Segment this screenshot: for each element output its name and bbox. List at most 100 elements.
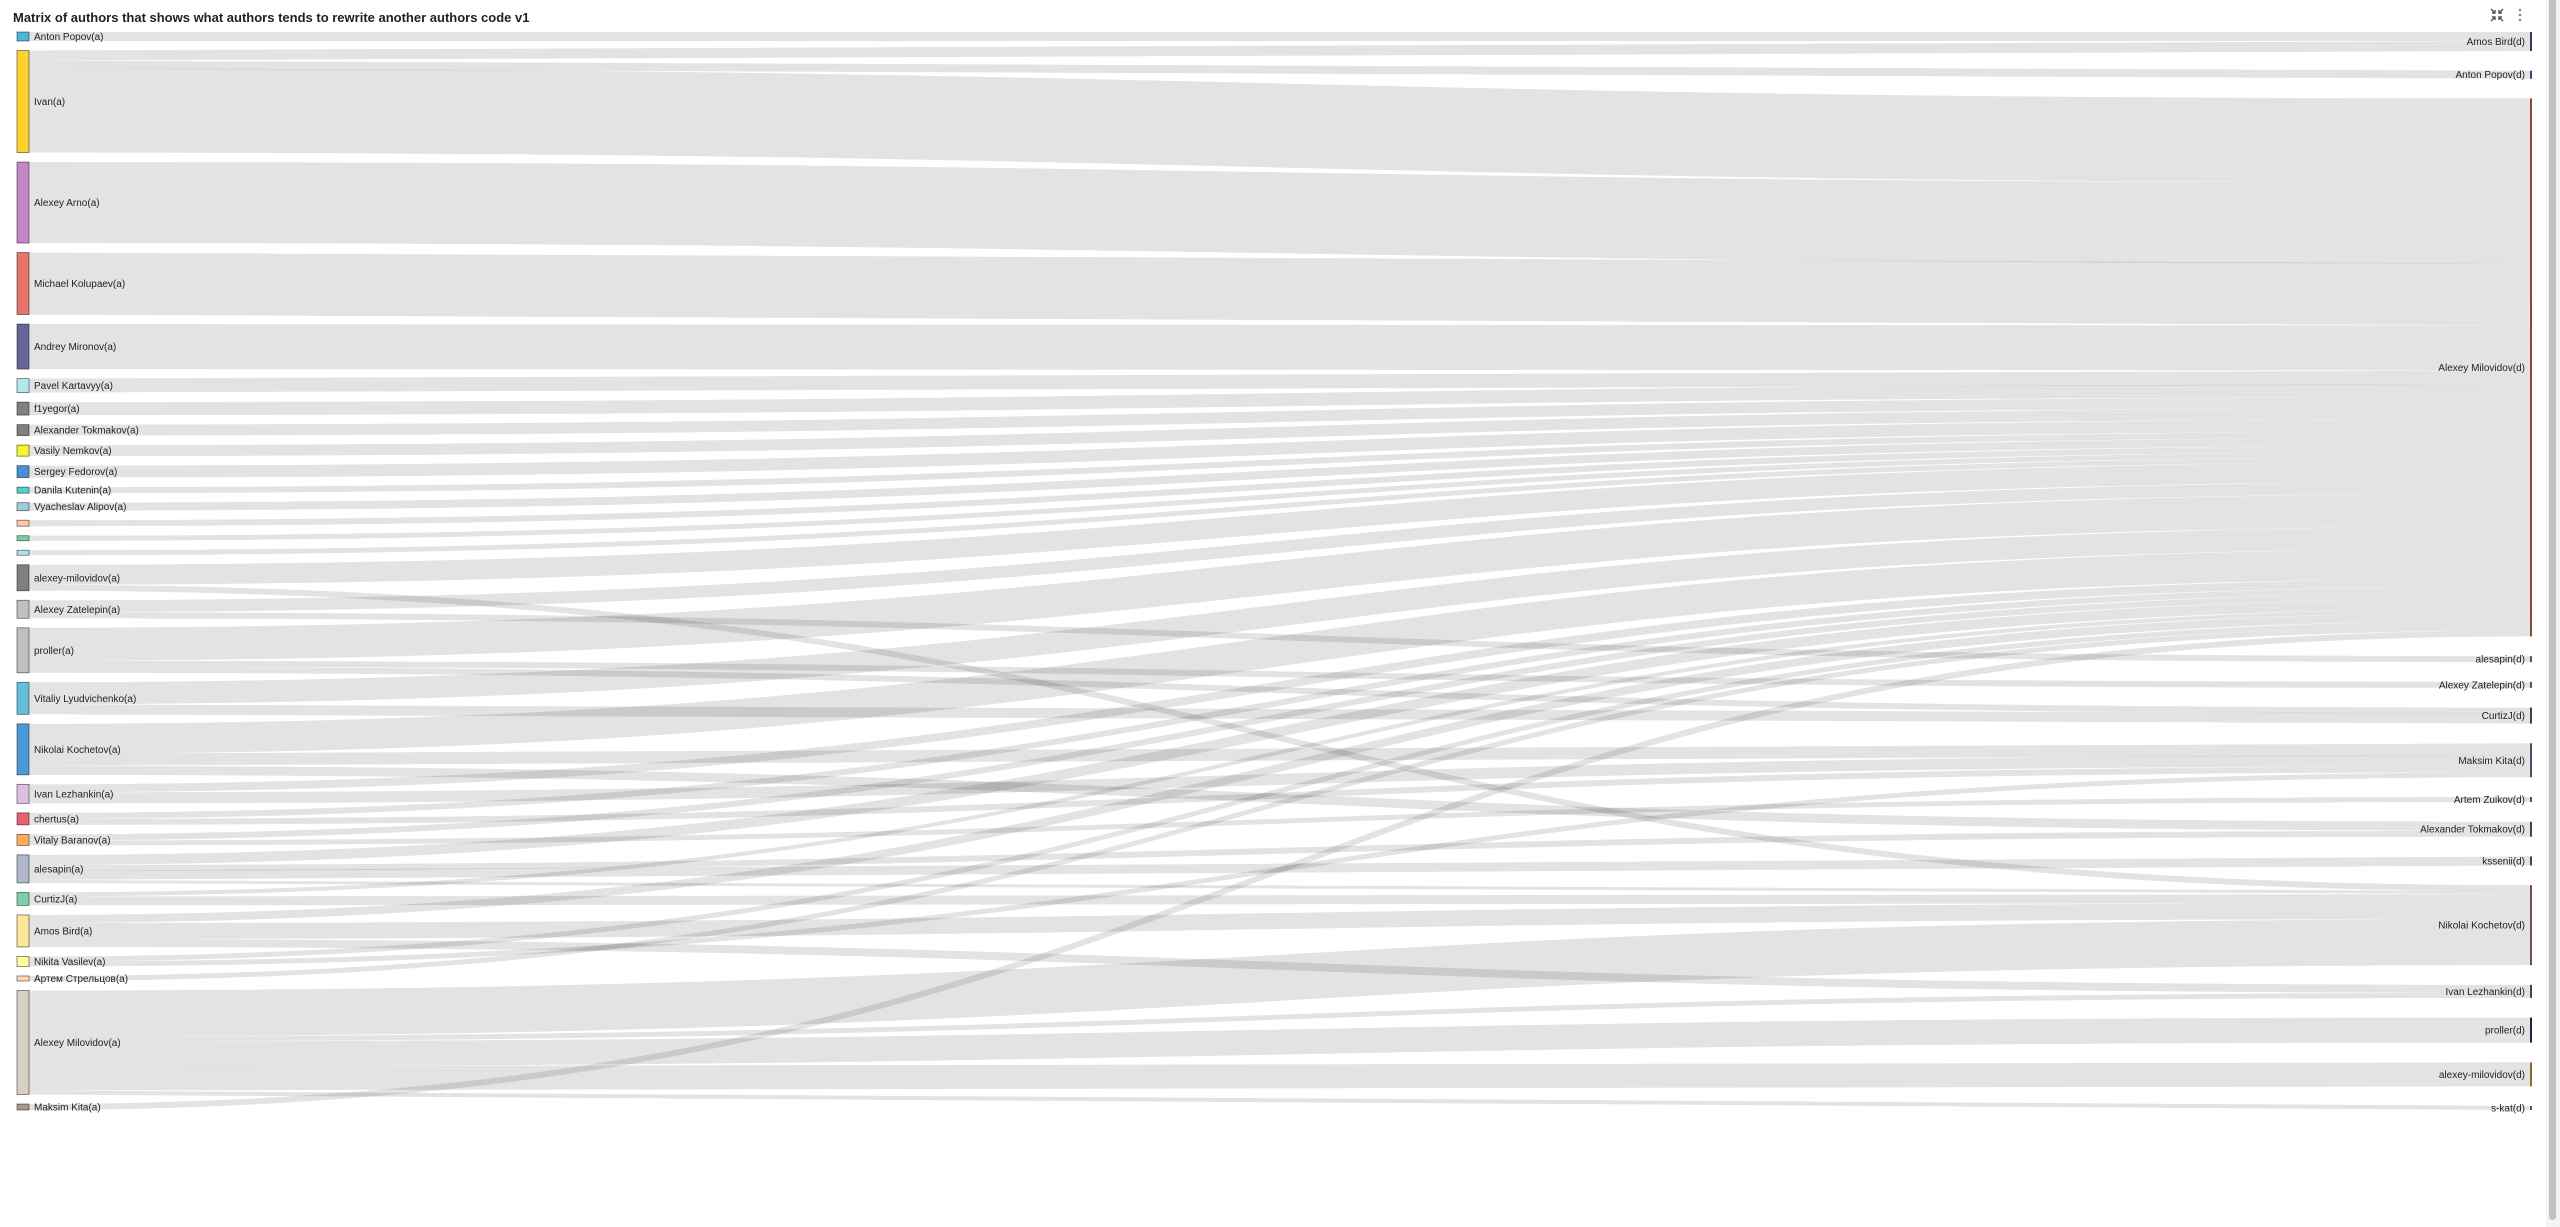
sankey-link-proller-a-to-curtizj-d[interactable]	[28, 666, 2531, 714]
target-node-s-kat-d[interactable]	[2530, 1106, 2532, 1110]
sankey-link-amos-bird-a-to-ivan-lezhankin-d[interactable]	[28, 938, 2531, 993]
sankey-link-alexey-milovidov-a-to-proller-d[interactable]	[28, 1017, 2531, 1067]
source-node-unlabeled[interactable]	[16, 519, 30, 527]
sankey-link-alexey-milovidov-a-to-nikolai-kochetov-d[interactable]	[28, 584, 2531, 892]
sankey-link-ivan-a-to-alexey-milovidov-d[interactable]	[28, 68, 2531, 183]
sankey-link-alexey-zatelepin-a-to-alesapin-d[interactable]	[28, 612, 2531, 663]
source-node-maksim-kita-a[interactable]	[16, 1103, 30, 1111]
source-node-proller-a[interactable]	[16, 627, 30, 674]
sankey-link-maksim-kita-a-to-alexey-milovidov-d[interactable]	[28, 630, 2531, 1110]
sankey-link-alexander-tokmakov-a-to-alexey-milovidov-d[interactable]	[28, 397, 2531, 436]
sankey-link-curtizj-a-to-alexey-milovidov-d[interactable]	[28, 608, 2531, 897]
source-node-alexander-tokmakov-a[interactable]	[16, 424, 30, 437]
target-node-alexey-milovidov-d[interactable]	[2530, 1062, 2532, 1087]
sankey-link-unlabeled-to-alexey-milovidov-d[interactable]	[28, 451, 2531, 541]
sankey-link-proller-a-to-alexey-zatelepin-d[interactable]	[28, 660, 2531, 688]
target-node-kssenii-d[interactable]	[2530, 856, 2532, 866]
sankey-link-vitaliy-lyudvichenko-a-to-alexey-milovidov-d[interactable]	[28, 526, 2531, 705]
sankey-link-ivan-a-to-amos-bird-d[interactable]	[28, 41, 2531, 61]
sankey-link-unlabeled-to-alexey-milovidov-d[interactable]	[28, 445, 2531, 527]
sankey-link-alexey-milovidov-a-to-s-kat-d[interactable]	[28, 1090, 2531, 1110]
source-node-alexey-milovidov-a[interactable]	[16, 990, 30, 1095]
source-node-ivan-a[interactable]	[16, 50, 30, 153]
source-node-curtizj-a[interactable]	[16, 892, 30, 906]
target-node-proller-d[interactable]	[2530, 1017, 2532, 1043]
sankey-link-nikolai-kochetov-a-to-alexander-tokmakov-d[interactable]	[28, 765, 2531, 831]
sankey-link-amos-bird-a-to-alexey-milovidov-d[interactable]	[28, 612, 2531, 923]
sankey-link-alexey-milovidov-a-to-ivan-lezhankin-d[interactable]	[28, 992, 2531, 1042]
source-node-amos-bird-a[interactable]	[16, 914, 30, 948]
target-node-anton-popov-d[interactable]	[2530, 70, 2532, 79]
source-node-sergey-fedorov-a[interactable]	[16, 465, 30, 479]
target-node-amos-bird-d[interactable]	[2530, 32, 2532, 51]
source-node-vitaly-baranov-a[interactable]	[16, 833, 30, 846]
sankey-link-andrey-mironov-a-to-alexey-milovidov-d[interactable]	[28, 324, 2531, 371]
source-node-unlabeled[interactable]	[16, 549, 30, 556]
sankey-link-vitaly-baranov-a-to-alexey-milovidov-d[interactable]	[28, 592, 2531, 841]
source-node-ivan-lezhankin-a[interactable]	[16, 783, 30, 804]
target-node-nikolai-kochetov-d[interactable]	[2530, 885, 2532, 966]
source-node-alexey-milovidov-a[interactable]	[16, 564, 30, 592]
sankey-link-danila-kutenin-a-to-alexey-milovidov-d[interactable]	[28, 431, 2531, 494]
target-node-curtizj-d[interactable]	[2530, 707, 2532, 724]
sankey-link-pavel-kartavyy-a-to-alexey-milovidov-d[interactable]	[28, 370, 2531, 393]
source-node-артем-стрельцов-a[interactable]	[16, 975, 30, 982]
sankey-link-alexey-zatelepin-a-to-alexey-milovidov-d[interactable]	[28, 481, 2531, 613]
target-node-alesapin-d[interactable]	[2530, 656, 2532, 663]
target-node-alexey-zatelepin-d[interactable]	[2530, 681, 2532, 688]
source-node-danila-kutenin-a[interactable]	[16, 486, 30, 494]
sankey-link-nikolai-kochetov-a-to-maksim-kita-d[interactable]	[28, 743, 2531, 766]
sankey-link-michael-kolupaev-a-to-alexey-milovidov-d[interactable]	[28, 252, 2531, 326]
sankey-link-vyacheslav-alipov-a-to-alexey-milovidov-d[interactable]	[28, 437, 2531, 511]
sankey-link-curtizj-a-to-nikolai-kochetov-d[interactable]	[28, 894, 2531, 906]
sankey-link-alesapin-a-to-alexander-tokmakov-d[interactable]	[28, 830, 2531, 871]
source-node-chertus-a[interactable]	[16, 812, 30, 826]
source-node-alexey-zatelepin-a[interactable]	[16, 599, 30, 619]
source-node-nikolai-kochetov-a[interactable]	[16, 723, 30, 776]
source-node-andrey-mironov-a[interactable]	[16, 323, 30, 370]
sankey-link-chertus-a-to-alexey-milovidov-d[interactable]	[28, 586, 2531, 819]
target-node-alexey-milovidov-d[interactable]	[2530, 98, 2532, 637]
sankey-link-alesapin-a-to-alexey-milovidov-d[interactable]	[28, 598, 2531, 865]
sankey-link-amos-bird-a-to-nikolai-kochetov-d[interactable]	[28, 903, 2531, 939]
sankey-link-alexey-arno-a-to-alexey-milovidov-d[interactable]	[28, 162, 2531, 264]
sankey-link-alexey-milovidov-a-to-alexey-milovidov-d[interactable]	[28, 461, 2531, 585]
source-node-anton-popov-a[interactable]	[16, 31, 30, 42]
sankey-link-alexey-milovidov-a-to-alexey-milovidov-d[interactable]	[28, 1062, 2531, 1091]
source-node-michael-kolupaev-a[interactable]	[16, 252, 30, 315]
scrollbar[interactable]	[2546, 0, 2560, 1227]
sankey-link-proller-a-to-alexey-milovidov-d[interactable]	[28, 493, 2531, 661]
sankey-link-f1yegor-a-to-alexey-milovidov-d[interactable]	[28, 384, 2531, 416]
target-node-alexander-tokmakov-d[interactable]	[2530, 821, 2532, 837]
sankey-link-nikita-vasilev-a-to-alexey-milovidov-d[interactable]	[28, 620, 2531, 962]
target-node-artem-zuikov-d[interactable]	[2530, 797, 2532, 802]
sankey-link-vitaliy-lyudvichenko-a-to-curtizj-d[interactable]	[28, 704, 2531, 724]
sankey-link-alexey-milovidov-a-to-nikolai-kochetov-d[interactable]	[28, 919, 2531, 1037]
sankey-link-nikita-vasilev-a-to-maksim-kita-d[interactable]	[28, 772, 2531, 967]
sankey-link-alesapin-a-to-kssenii-d[interactable]	[28, 856, 2531, 880]
sankey-link-артем-стрельцов-a-to-alexey-milovidov-d[interactable]	[28, 625, 2531, 981]
source-node-nikita-vasilev-a[interactable]	[16, 956, 30, 967]
source-node-vyacheslav-alipov-a[interactable]	[16, 502, 30, 512]
sankey-link-vitaly-baranov-a-to-artem-zuikov-d[interactable]	[28, 797, 2531, 846]
sankey-link-ivan-lezhankin-a-to-maksim-kita-d[interactable]	[28, 755, 2531, 804]
sankey-link-unlabeled-to-alexey-milovidov-d[interactable]	[28, 456, 2531, 556]
sankey-link-ivan-lezhankin-a-to-alexey-milovidov-d[interactable]	[28, 578, 2531, 793]
source-node-f1yegor-a[interactable]	[16, 401, 30, 416]
source-node-alexey-arno-a[interactable]	[16, 161, 30, 244]
collapse-icon[interactable]	[2490, 8, 2504, 25]
kebab-menu-icon[interactable]	[2518, 8, 2522, 25]
sankey-link-ivan-a-to-anton-popov-d[interactable]	[28, 60, 2531, 79]
sankey-link-sergey-fedorov-a-to-alexey-milovidov-d[interactable]	[28, 419, 2531, 478]
target-node-maksim-kita-d[interactable]	[2530, 743, 2532, 778]
source-node-unlabeled[interactable]	[16, 535, 30, 542]
source-node-vasily-nemkov-a[interactable]	[16, 444, 30, 457]
source-node-vitaliy-lyudvichenko-a[interactable]	[16, 681, 30, 715]
sankey-link-vasily-nemkov-a-to-alexey-milovidov-d[interactable]	[28, 408, 2531, 457]
source-node-alesapin-a[interactable]	[16, 854, 30, 884]
scrollbar-thumb[interactable]	[2549, 0, 2556, 1220]
target-node-ivan-lezhankin-d[interactable]	[2530, 984, 2532, 998]
sankey-link-nikolai-kochetov-a-to-alexey-milovidov-d[interactable]	[28, 548, 2531, 754]
source-node-pavel-kartavyy-a[interactable]	[16, 378, 30, 393]
sankey-link-chertus-a-to-maksim-kita-d[interactable]	[28, 766, 2531, 825]
